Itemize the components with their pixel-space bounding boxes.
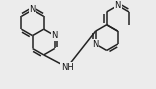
Text: N: N — [92, 40, 99, 49]
Text: N: N — [52, 31, 58, 40]
Text: NH: NH — [61, 63, 73, 72]
Text: N: N — [115, 1, 121, 10]
Text: N: N — [29, 5, 36, 14]
